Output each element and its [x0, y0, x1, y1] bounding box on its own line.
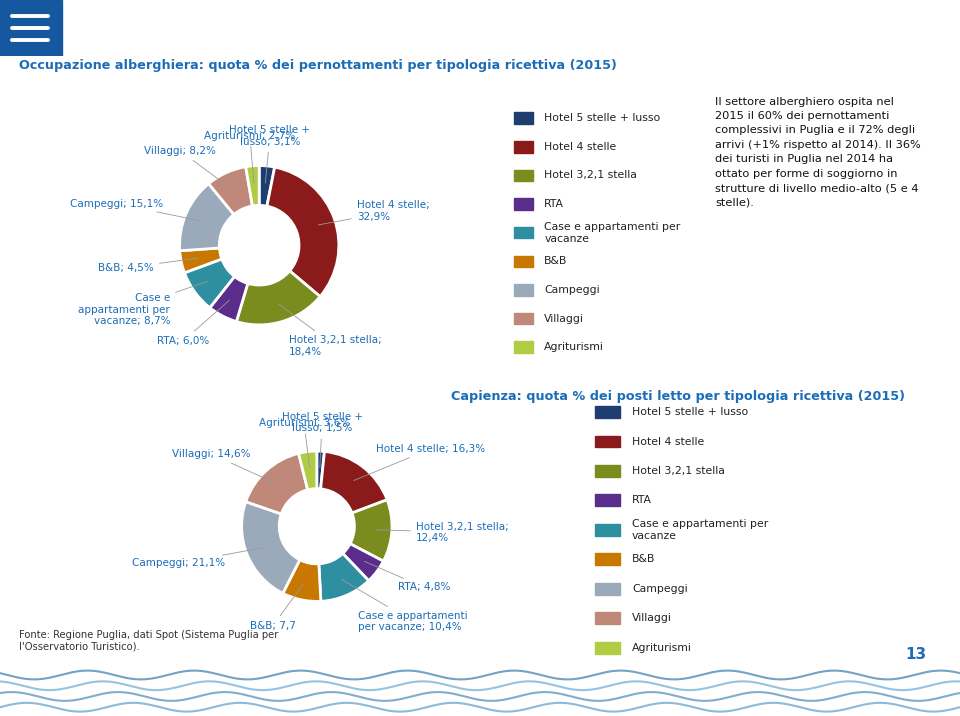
Text: Campeggi: Campeggi: [544, 285, 600, 295]
Bar: [514, 170, 533, 181]
Text: RTA; 6,0%: RTA; 6,0%: [157, 300, 229, 346]
Text: Agriturismi; 2,7%: Agriturismi; 2,7%: [204, 131, 296, 183]
Bar: [595, 553, 620, 565]
Text: Campeggi; 21,1%: Campeggi; 21,1%: [132, 548, 262, 569]
Wedge shape: [259, 165, 275, 206]
Bar: [514, 141, 533, 153]
Bar: [514, 227, 533, 238]
Wedge shape: [180, 184, 234, 251]
Wedge shape: [350, 500, 392, 561]
Text: B&B: B&B: [633, 554, 656, 564]
Text: Case e
appartamenti per
vacanze; 8,7%: Case e appartamenti per vacanze; 8,7%: [79, 281, 208, 326]
Text: Campeggi; 15,1%: Campeggi; 15,1%: [69, 198, 202, 221]
Wedge shape: [317, 451, 324, 489]
Wedge shape: [321, 452, 387, 513]
Text: B&B: B&B: [544, 256, 567, 266]
Text: Case e appartamenti
per vacanze; 10,4%: Case e appartamenti per vacanze; 10,4%: [342, 579, 468, 632]
Wedge shape: [180, 248, 222, 273]
Bar: [595, 465, 620, 477]
Text: Fonte: Regione Puglia, dati Spot (Sistema Puglia per
l'Osservatorio Turistico).: Fonte: Regione Puglia, dati Spot (Sistem…: [19, 630, 278, 652]
Bar: [514, 198, 533, 210]
Wedge shape: [236, 271, 320, 325]
Bar: [595, 495, 620, 506]
Text: Agriturismi: Agriturismi: [633, 642, 692, 652]
Text: Hotel 4 stelle; 16,3%: Hotel 4 stelle; 16,3%: [354, 444, 486, 480]
Text: Hotel 4 stelle: Hotel 4 stelle: [633, 437, 705, 447]
Text: Hotel 3,2,1 stella: Hotel 3,2,1 stella: [633, 466, 725, 476]
Text: Hotel 4 stelle;
32,9%: Hotel 4 stelle; 32,9%: [319, 200, 430, 225]
Text: Il settore alberghiero ospita nel
2015 il 60% dei pernottamenti
complessivi in P: Il settore alberghiero ospita nel 2015 i…: [715, 97, 921, 208]
Wedge shape: [319, 553, 369, 601]
Text: Villaggi: Villaggi: [633, 613, 672, 623]
Text: RTA; 4,8%: RTA; 4,8%: [365, 561, 450, 592]
Text: I PERNOTTAMENTI PER TIPOLOGIA RICETTIVA: I PERNOTTAMENTI PER TIPOLOGIA RICETTIVA: [82, 19, 537, 37]
Text: Villaggi; 14,6%: Villaggi; 14,6%: [172, 449, 276, 483]
Text: Hotel 5 stelle + lusso: Hotel 5 stelle + lusso: [633, 407, 749, 417]
Text: B&B; 7,7: B&B; 7,7: [250, 584, 303, 631]
Text: Hotel 5 stelle +
lusso; 1,5%: Hotel 5 stelle + lusso; 1,5%: [281, 412, 363, 467]
Text: RTA: RTA: [544, 199, 564, 209]
Text: Case e appartamenti per
vacanze: Case e appartamenti per vacanze: [544, 222, 681, 243]
Text: Campeggi: Campeggi: [633, 584, 687, 594]
Wedge shape: [208, 167, 252, 215]
Bar: [595, 524, 620, 536]
Bar: [514, 313, 533, 324]
Wedge shape: [283, 560, 321, 601]
Text: Hotel 4 stelle: Hotel 4 stelle: [544, 142, 616, 152]
Text: RTA: RTA: [633, 495, 652, 505]
Wedge shape: [246, 165, 259, 206]
Wedge shape: [267, 167, 339, 296]
Text: Occupazione alberghiera: quota % dei pernottamenti per tipologia ricettiva (2015: Occupazione alberghiera: quota % dei per…: [19, 59, 617, 72]
Text: Villaggi; 8,2%: Villaggi; 8,2%: [144, 146, 232, 189]
Bar: [595, 583, 620, 595]
Text: Agriturismi: Agriturismi: [544, 342, 604, 352]
Bar: [595, 642, 620, 654]
Text: Hotel 5 stelle + lusso: Hotel 5 stelle + lusso: [544, 113, 660, 123]
Bar: [595, 612, 620, 624]
Wedge shape: [242, 502, 300, 594]
Bar: [514, 256, 533, 267]
Bar: [0, 0, 62, 56]
Text: Capienza: quota % dei posti letto per tipologia ricettiva (2015): Capienza: quota % dei posti letto per ti…: [451, 390, 905, 403]
Bar: [595, 406, 620, 418]
Text: Hotel 3,2,1 stella;
12,4%: Hotel 3,2,1 stella; 12,4%: [376, 521, 509, 543]
Wedge shape: [184, 259, 234, 308]
Wedge shape: [299, 451, 317, 490]
Bar: [514, 112, 533, 124]
Text: Villaggi: Villaggi: [544, 314, 585, 324]
Wedge shape: [246, 453, 308, 514]
Text: Hotel 3,2,1 stella;
18,4%: Hotel 3,2,1 stella; 18,4%: [278, 304, 382, 357]
Text: Agriturismi; 3,6%: Agriturismi; 3,6%: [258, 418, 349, 468]
Wedge shape: [210, 276, 248, 321]
Bar: [514, 342, 533, 353]
Bar: [514, 284, 533, 296]
Wedge shape: [343, 543, 383, 581]
Text: B&B; 4,5%: B&B; 4,5%: [98, 258, 198, 273]
Text: 13: 13: [905, 647, 926, 662]
Text: Case e appartamenti per
vacanze: Case e appartamenti per vacanze: [633, 519, 768, 541]
Bar: [595, 435, 620, 448]
Text: Hotel 3,2,1 stella: Hotel 3,2,1 stella: [544, 170, 637, 180]
Text: Hotel 5 stelle +
lusso; 3,1%: Hotel 5 stelle + lusso; 3,1%: [229, 125, 310, 183]
